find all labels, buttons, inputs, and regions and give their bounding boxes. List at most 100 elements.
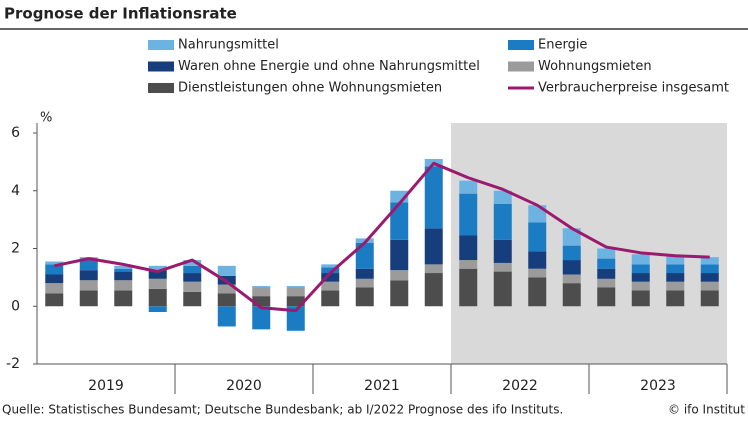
- bar-segment: [148, 270, 167, 279]
- bar-segment: [493, 203, 512, 240]
- bar-segment: [562, 274, 581, 284]
- legend-swatch: [148, 61, 174, 72]
- bar-segment: [114, 268, 133, 272]
- bar-segment: [631, 273, 650, 282]
- bar-segment: [390, 190, 409, 203]
- bar-segment: [355, 278, 374, 288]
- bar-segment: [666, 290, 685, 307]
- bar-segment: [183, 265, 202, 274]
- bar-segment: [459, 180, 478, 194]
- legend-label: Verbraucherpreise insgesamt: [538, 81, 729, 96]
- bar-segment: [183, 281, 202, 292]
- bar-segment: [597, 278, 616, 288]
- bar-segment: [528, 277, 547, 307]
- bar-segment: [114, 280, 133, 291]
- bar-segment: [45, 293, 64, 307]
- bar-segment: [148, 306, 167, 313]
- bar-segment: [148, 265, 167, 271]
- bar-segment: [183, 260, 202, 266]
- bar-segment: [355, 268, 374, 279]
- bar-segment: [114, 271, 133, 281]
- line: [53, 161, 710, 313]
- year-label: 2023: [640, 378, 676, 394]
- legend-swatch: [508, 61, 534, 72]
- bar-segment: [493, 262, 512, 272]
- forecast-shade: [451, 123, 727, 364]
- bar-segment: [666, 255, 685, 265]
- bar-segment: [459, 260, 478, 269]
- bar-segment: [321, 264, 340, 268]
- bar-segment: [252, 287, 271, 297]
- legend-label: Waren ohne Energie und ohne Nahrungsmitt…: [178, 59, 480, 74]
- bar-segment: [390, 280, 409, 307]
- bar-segment: [562, 245, 581, 261]
- bar-segment: [424, 228, 443, 265]
- bar-segment: [79, 290, 98, 307]
- bar-segment: [45, 274, 64, 284]
- bar-segment: [217, 265, 236, 276]
- bar-segment: [45, 283, 64, 294]
- bar-segment: [286, 287, 305, 297]
- legend-swatch: [148, 83, 174, 93]
- bar-segment: [562, 283, 581, 307]
- legend-label: Energie: [538, 38, 587, 53]
- bar-segment: [666, 273, 685, 282]
- bar-segment: [252, 296, 271, 307]
- bar-segment: [390, 202, 409, 240]
- bar-segment: [183, 273, 202, 282]
- bar-segment: [666, 264, 685, 274]
- bar-segment: [700, 290, 719, 307]
- bar-segment: [355, 242, 374, 269]
- bar-segment: [286, 286, 305, 288]
- bar-segment: [390, 239, 409, 271]
- bar-segment: [321, 290, 340, 307]
- bar-segment: [79, 280, 98, 291]
- bar-segment: [217, 293, 236, 307]
- bar-segment: [183, 291, 202, 307]
- chart-title: Prognose der Inflationsrate: [4, 5, 237, 23]
- bar-segment: [148, 278, 167, 289]
- year-label: 2021: [364, 378, 400, 394]
- bar-segment: [286, 306, 305, 331]
- bar-segment: [459, 268, 478, 307]
- bar-segment: [631, 254, 650, 265]
- legend-label: Nahrungsmittel: [178, 38, 279, 53]
- bar-segment: [459, 235, 478, 261]
- bar-segment: [114, 265, 133, 269]
- year-label: 2022: [502, 378, 538, 394]
- bar-segment: [424, 166, 443, 229]
- y-tick-label: 4: [11, 183, 20, 199]
- y-tick-label: 6: [11, 125, 20, 141]
- bar-segment: [355, 287, 374, 307]
- bar-segment: [562, 260, 581, 275]
- bar-segment: [562, 228, 581, 246]
- bar-segment: [493, 271, 512, 307]
- bar-segment: [493, 239, 512, 263]
- bar-segment: [528, 268, 547, 278]
- y-unit: %: [40, 111, 52, 126]
- bar-segment: [45, 261, 64, 265]
- bar-segment: [424, 264, 443, 274]
- bar-segment: [459, 193, 478, 236]
- bar-segment: [597, 248, 616, 259]
- bar-segment: [528, 222, 547, 252]
- bar-segment: [252, 286, 271, 288]
- bar-segment: [597, 287, 616, 307]
- bar-segment: [217, 284, 236, 294]
- bar-segment: [45, 264, 64, 275]
- y-tick-label: -2: [6, 356, 20, 372]
- bar-segment: [79, 258, 98, 271]
- bar-segment: [631, 264, 650, 274]
- legend-swatch: [148, 40, 174, 50]
- bar-segment: [631, 290, 650, 307]
- bar-segment: [528, 251, 547, 269]
- copyright: © ifo Institut: [668, 403, 745, 417]
- bar-segment: [700, 257, 719, 265]
- legend-swatch: [508, 40, 534, 50]
- bar-segment: [700, 281, 719, 291]
- source: Quelle: Statistisches Bundesamt; Deutsch…: [2, 403, 563, 417]
- bar-segment: [424, 273, 443, 307]
- bar-segment: [148, 288, 167, 307]
- legend-label: Dienstleistungen ohne Wohnungsmieten: [178, 81, 442, 96]
